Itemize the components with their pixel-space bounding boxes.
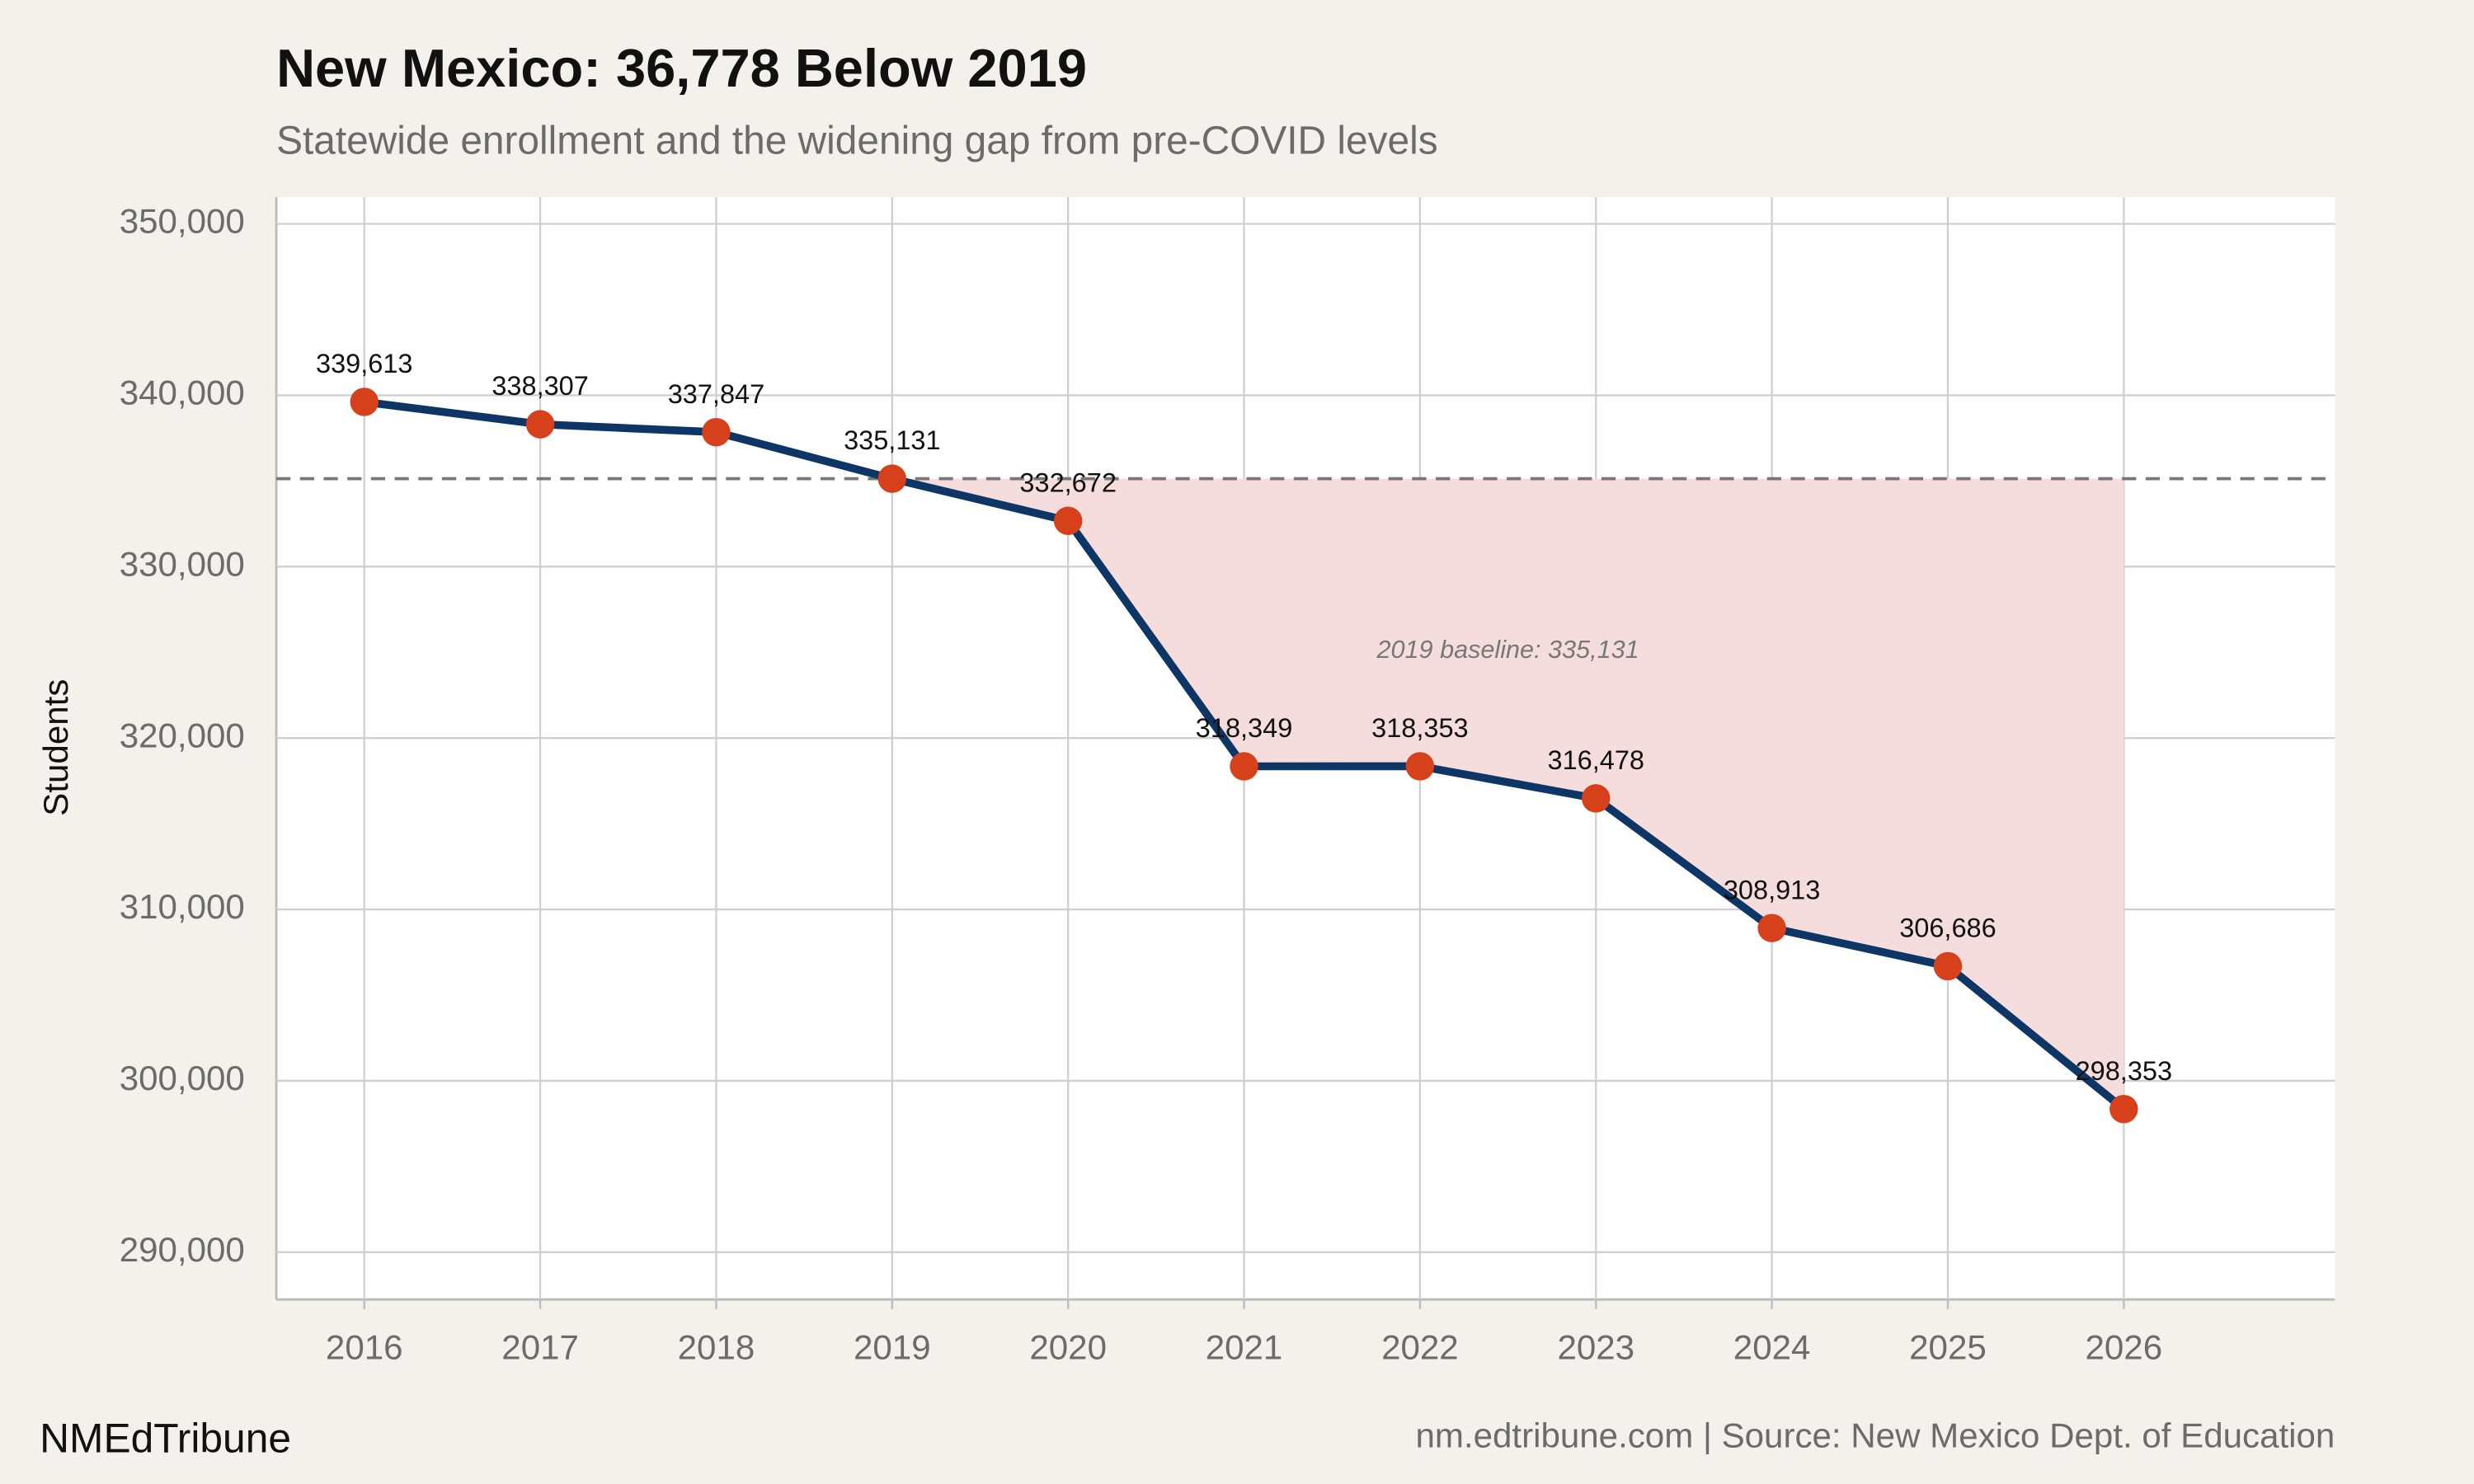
point xyxy=(1053,506,1083,535)
data-label: 338,307 xyxy=(492,371,588,401)
x-tick-label: 2024 xyxy=(1733,1328,1811,1367)
x-tick-label: 2025 xyxy=(1909,1328,1987,1367)
gap-area xyxy=(891,478,2124,1110)
data-label: 308,913 xyxy=(1724,875,1820,904)
point xyxy=(1757,913,1786,942)
point xyxy=(525,410,555,439)
x-tick-label: 2021 xyxy=(1206,1328,1283,1367)
point xyxy=(1933,951,1963,981)
y-tick-label: 340,000 xyxy=(120,373,245,412)
y-axis-label: Students xyxy=(36,679,75,816)
x-tick-label: 2018 xyxy=(678,1328,755,1367)
data-label: 318,349 xyxy=(1196,713,1292,743)
data-label: 316,478 xyxy=(1548,745,1644,775)
y-tick-label: 320,000 xyxy=(120,716,245,754)
x-tick-label: 2022 xyxy=(1381,1328,1459,1367)
footer-left: NMEdTribune xyxy=(40,1415,291,1461)
point xyxy=(1582,784,1611,813)
x-tick-label: 2026 xyxy=(2086,1328,2163,1367)
x-tick-label: 2020 xyxy=(1029,1328,1107,1367)
point xyxy=(350,387,379,416)
point xyxy=(877,464,907,493)
data-label: 332,672 xyxy=(1019,467,1116,497)
y-tick-label: 300,000 xyxy=(120,1059,245,1097)
point xyxy=(2109,1094,2138,1124)
x-tick-label: 2017 xyxy=(501,1328,579,1367)
chart-subtitle: Statewide enrollment and the widening ga… xyxy=(276,120,1438,163)
point xyxy=(702,417,731,447)
y-tick-label: 350,000 xyxy=(120,202,245,241)
data-label: 339,613 xyxy=(316,349,412,378)
data-label: 335,131 xyxy=(844,425,940,455)
point xyxy=(1405,752,1435,781)
footer-right: nm.edtribune.com | Source: New Mexico De… xyxy=(1415,1416,2335,1455)
x-tick-label: 2023 xyxy=(1557,1328,1634,1367)
y-tick-label: 310,000 xyxy=(120,887,245,926)
chart-title: New Mexico: 36,778 Below 2019 xyxy=(276,38,1087,98)
y-tick-label: 330,000 xyxy=(120,544,245,583)
point xyxy=(1230,752,1258,781)
x-tick-label: 2019 xyxy=(854,1328,931,1367)
y-tick-label: 290,000 xyxy=(120,1230,245,1269)
data-label: 318,353 xyxy=(1371,713,1468,743)
data-label: 337,847 xyxy=(668,379,764,409)
data-label: 306,686 xyxy=(1899,913,1996,943)
annotation: 2019 baseline: 335,131 xyxy=(1376,636,1639,664)
x-tick-label: 2016 xyxy=(326,1328,403,1367)
data-label: 298,353 xyxy=(2076,1056,2172,1086)
